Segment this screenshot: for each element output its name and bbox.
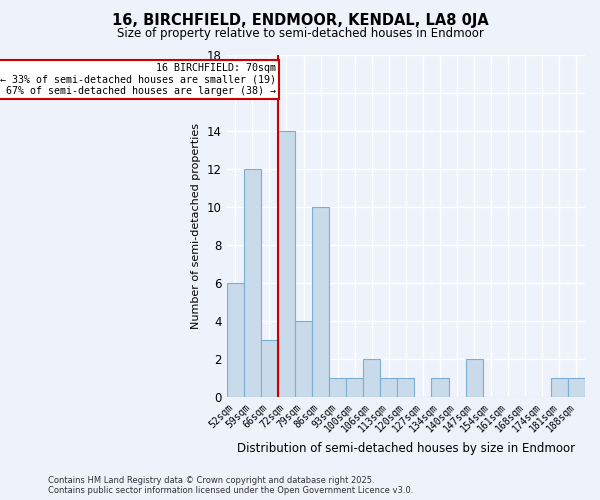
Bar: [312, 207, 329, 397]
Bar: [227, 283, 244, 397]
Bar: [568, 378, 585, 397]
Bar: [244, 169, 261, 397]
X-axis label: Distribution of semi-detached houses by size in Endmoor: Distribution of semi-detached houses by …: [237, 442, 575, 455]
Bar: [363, 359, 380, 397]
Text: Size of property relative to semi-detached houses in Endmoor: Size of property relative to semi-detach…: [116, 28, 484, 40]
Bar: [295, 321, 312, 397]
Bar: [431, 378, 449, 397]
Text: 16 BIRCHFIELD: 70sqm
← 33% of semi-detached houses are smaller (19)
67% of semi-: 16 BIRCHFIELD: 70sqm ← 33% of semi-detac…: [0, 62, 276, 96]
Bar: [380, 378, 397, 397]
Bar: [397, 378, 415, 397]
Text: Contains HM Land Registry data © Crown copyright and database right 2025.
Contai: Contains HM Land Registry data © Crown c…: [48, 476, 413, 495]
Bar: [329, 378, 346, 397]
Bar: [551, 378, 568, 397]
Bar: [466, 359, 482, 397]
Y-axis label: Number of semi-detached properties: Number of semi-detached properties: [191, 123, 202, 329]
Text: 16, BIRCHFIELD, ENDMOOR, KENDAL, LA8 0JA: 16, BIRCHFIELD, ENDMOOR, KENDAL, LA8 0JA: [112, 12, 488, 28]
Bar: [261, 340, 278, 397]
Bar: [278, 131, 295, 397]
Bar: [346, 378, 363, 397]
